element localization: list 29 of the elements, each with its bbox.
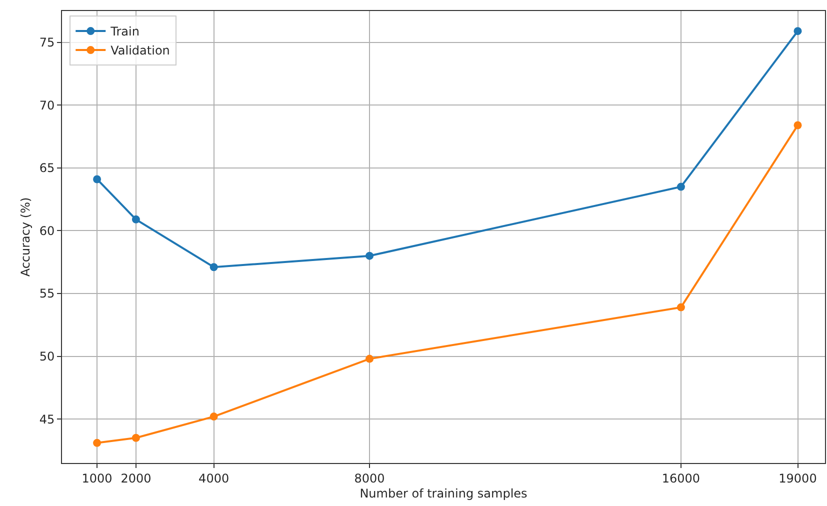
point: [366, 252, 374, 260]
x-tick-label: 4000: [198, 471, 230, 486]
legend-label: Validation: [110, 44, 170, 58]
y-tick-label: 45: [39, 412, 55, 426]
y-tick-label: 70: [39, 98, 55, 112]
legend-label: Train: [110, 24, 140, 39]
y-tick-label: 55: [39, 286, 55, 301]
x-tick-label: 2000: [120, 471, 152, 486]
point: [210, 412, 218, 421]
point: [366, 354, 374, 363]
point: [676, 303, 685, 312]
point: [794, 27, 802, 36]
y-tick-label: 75: [39, 36, 55, 50]
point: [132, 215, 140, 224]
point: [210, 263, 218, 272]
x-axis-title: Number of training samples: [360, 486, 528, 500]
x-tick-label: 19000: [778, 471, 817, 486]
x-tick-label: 1000: [82, 471, 112, 486]
point: [93, 175, 102, 184]
point: [93, 438, 102, 447]
x-tick-label: 8000: [354, 471, 385, 486]
point: [794, 121, 802, 130]
y-tick-label: 50: [39, 349, 55, 364]
x-tick-label: 16000: [662, 471, 700, 486]
y-tick-label: 60: [39, 224, 55, 238]
y-tick-label: 65: [39, 161, 55, 176]
y-axis-title: Accuracy (%): [18, 197, 33, 277]
point: [132, 434, 140, 442]
point: [676, 182, 685, 191]
